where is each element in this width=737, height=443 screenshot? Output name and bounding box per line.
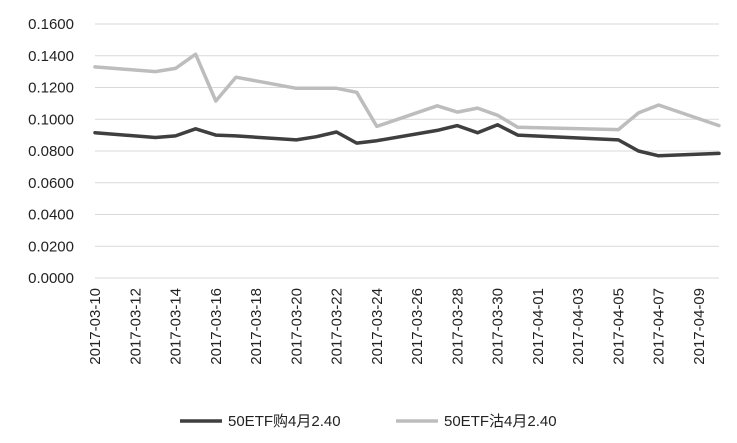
y-tick-label: 0.1200 [28,80,74,97]
y-tick-label: 0.0000 [28,270,74,287]
y-tick-label: 0.0400 [28,207,74,224]
series-lines [93,52,721,158]
y-tick-label: 0.0600 [28,175,74,192]
series-line [93,123,721,158]
x-tick-label: 2017-03-12 [127,288,144,365]
legend-label: 50ETF购4月2.40 [228,413,341,430]
x-tick-label: 2017-03-22 [329,288,346,365]
y-tick-label: 0.0800 [28,143,74,160]
y-tick-label: 0.1600 [28,16,74,33]
x-tick-label: 2017-03-16 [208,288,225,365]
legend: 50ETF购4月2.40 50ETF沽4月2.40 [180,413,557,430]
series-line [93,52,721,132]
x-tick-label: 2017-03-28 [449,288,466,365]
x-tick-label: 2017-03-24 [369,288,386,365]
legend-label: 50ETF沽4月2.40 [444,413,557,430]
x-tick-label: 2017-04-05 [610,288,627,365]
y-axis-ticks: 0.0000 0.0200 0.0400 0.0600 0.0800 0.1000 0.12… [28,16,74,287]
y-tick-label: 0.1000 [28,111,74,128]
x-tick-label: 2017-03-10 [87,288,104,365]
x-axis-ticks: 2017-03-10 2017-03-12 2017-03-14 2017-03-16… [87,288,708,365]
y-tick-label: 0.1400 [28,48,74,65]
x-tick-label: 2017-03-30 [490,288,507,365]
x-tick-label: 2017-04-07 [651,288,668,365]
x-tick-label: 2017-04-03 [570,288,587,365]
x-tick-label: 2017-03-14 [168,288,185,365]
gridlines [95,23,719,279]
y-tick-label: 0.0200 [28,238,74,255]
x-tick-label: 2017-03-18 [248,288,265,365]
x-tick-label: 2017-03-26 [409,288,426,365]
x-tick-label: 2017-03-20 [288,288,305,365]
x-tick-label: 2017-04-09 [691,288,708,365]
x-tick-label: 2017-04-01 [530,288,547,365]
